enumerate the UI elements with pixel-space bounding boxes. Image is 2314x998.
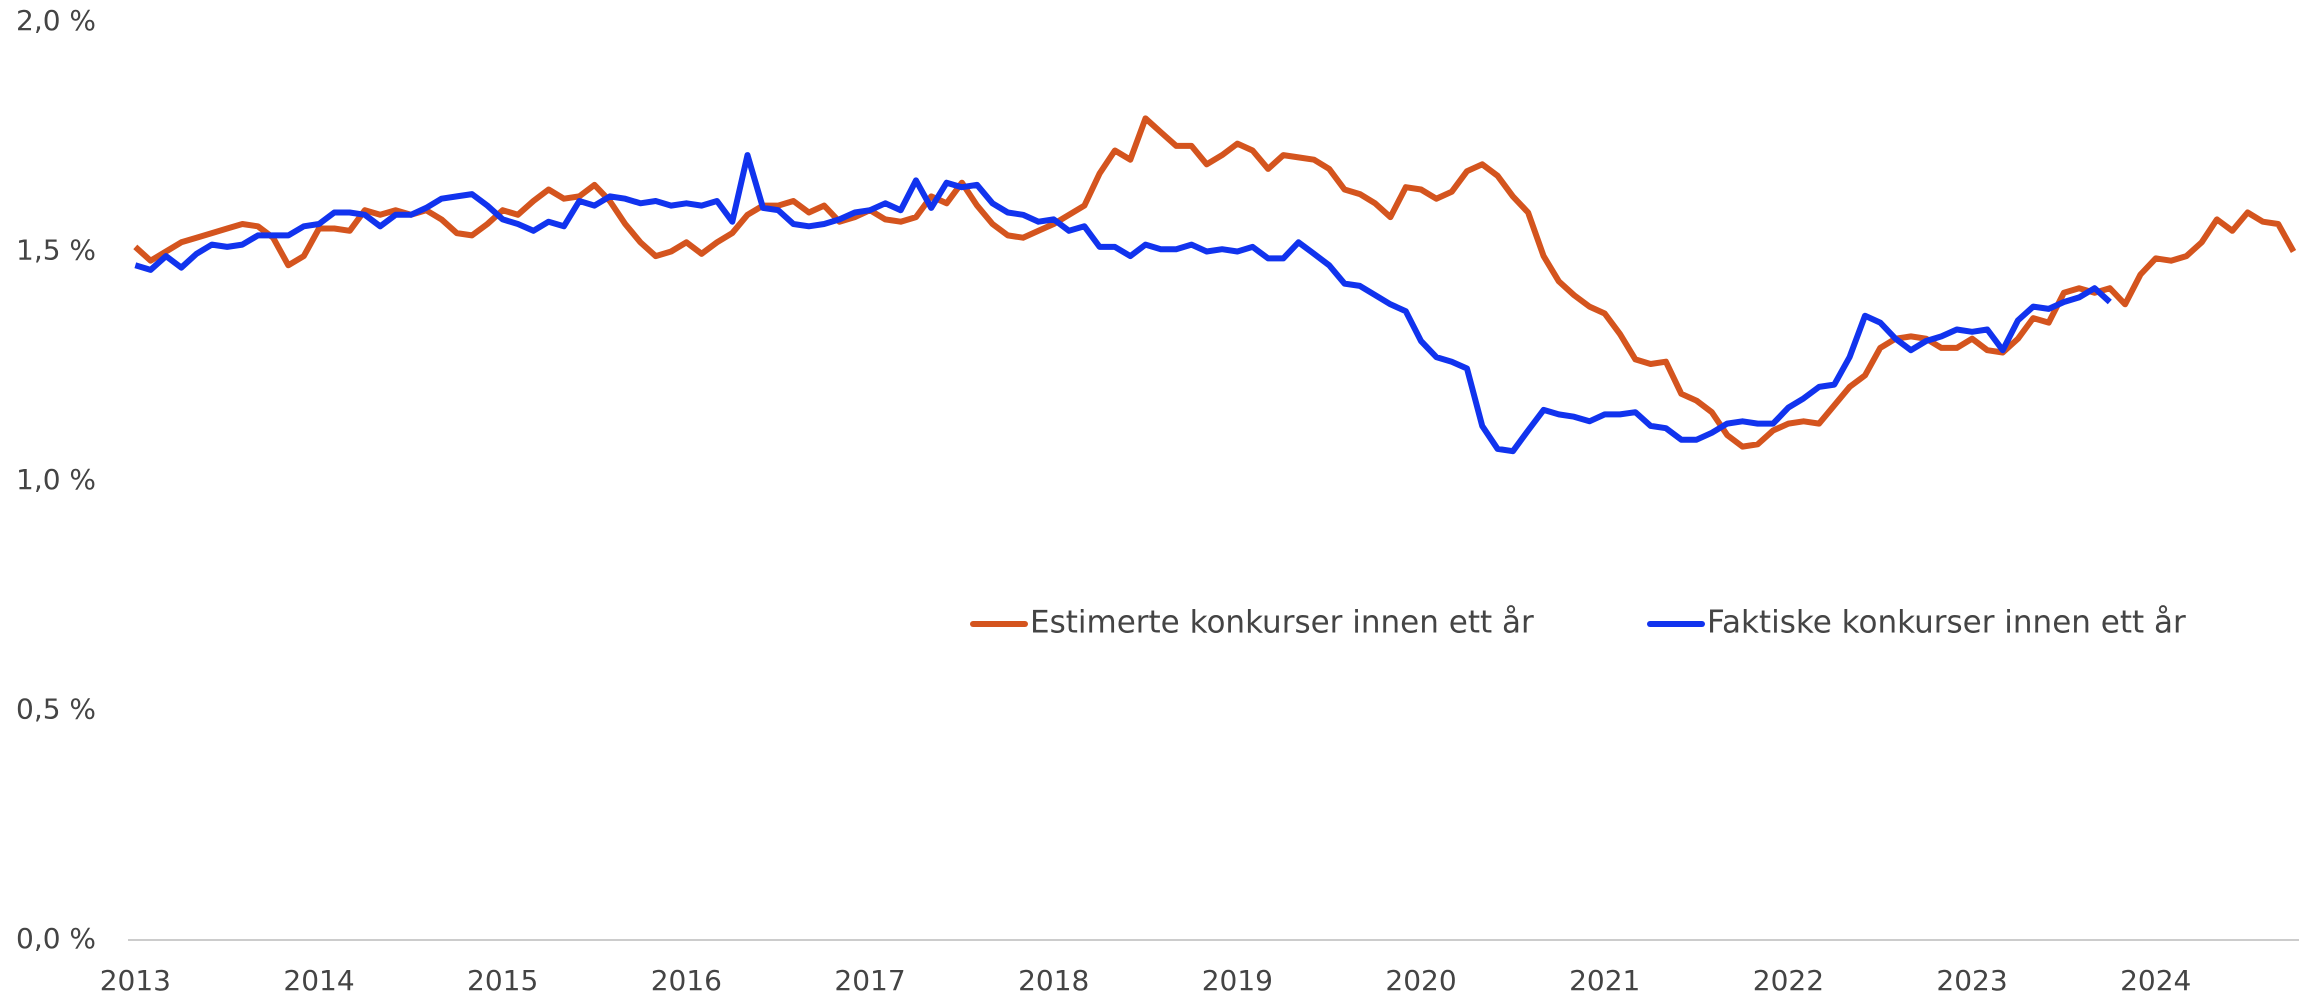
x-tick-label: 2017 [834, 964, 905, 997]
x-tick-label: 2016 [651, 964, 722, 997]
y-tick-label: 0,5 % [16, 693, 96, 726]
y-tick-label: 2,0 % [16, 4, 96, 37]
legend-label: Faktiske konkurser innen ett år [1707, 605, 2186, 641]
x-tick-label: 2023 [1936, 964, 2007, 997]
x-tick-label: 2013 [100, 964, 171, 997]
x-tick-label: 2018 [1018, 964, 1089, 997]
y-tick-label: 1,0 % [16, 463, 96, 496]
x-tick-label: 2019 [1202, 964, 1273, 997]
x-tick-label: 2015 [467, 964, 538, 997]
legend-label: Estimerte konkurser innen ett år [1030, 605, 1534, 641]
x-tick-label: 2021 [1569, 964, 1640, 997]
x-tick-label: 2022 [1753, 964, 1824, 997]
y-tick-label: 1,5 % [16, 234, 96, 267]
series-line [133, 115, 2297, 450]
series-line [134, 152, 2112, 455]
x-tick-label: 2020 [1385, 964, 1456, 997]
x-tick-label: 2014 [283, 964, 354, 997]
y-tick-label: 0,0 % [16, 922, 96, 955]
x-tick-label: 2024 [2120, 964, 2191, 997]
